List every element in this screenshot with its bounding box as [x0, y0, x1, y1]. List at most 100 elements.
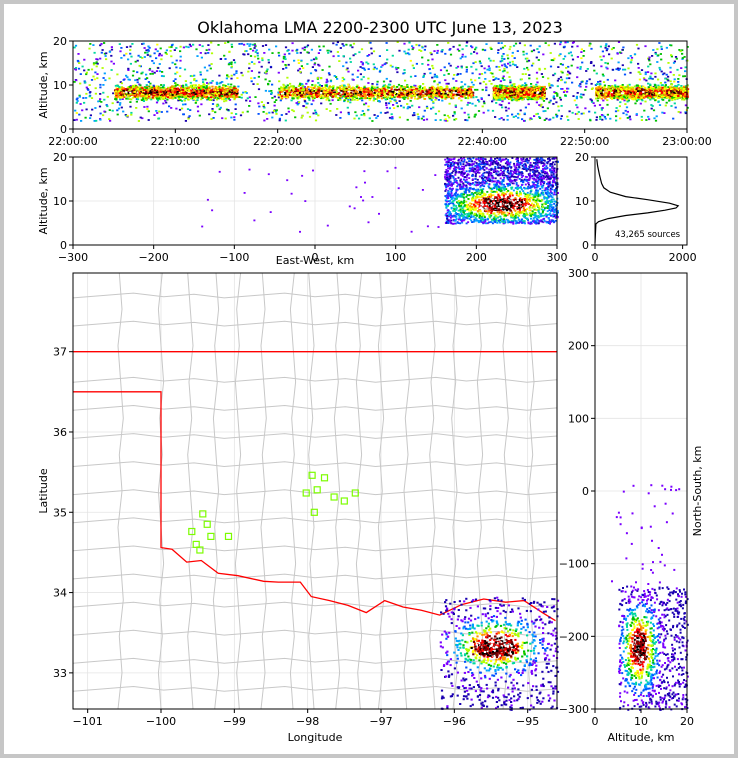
time-height-source: [95, 62, 98, 65]
time-height-source: [230, 93, 233, 96]
time-height-source: [459, 95, 462, 98]
time-height-source: [183, 96, 187, 98]
time-height-source: [433, 89, 436, 91]
time-height-source: [684, 66, 687, 69]
time-height-source: [99, 86, 102, 89]
time-height-source: [310, 59, 313, 62]
time-height-source: [120, 106, 123, 109]
time-height-source: [306, 63, 309, 65]
time-height-source: [207, 92, 210, 94]
time-height-source: [267, 61, 270, 64]
time-height-source: [370, 47, 373, 50]
time-height-source: [227, 41, 230, 44]
time-height-source: [280, 87, 283, 90]
time-height-source: [176, 84, 179, 86]
time-height-source: [509, 81, 512, 84]
time-height-source: [315, 57, 318, 60]
time-height-source: [456, 88, 459, 91]
time-height-source: [132, 91, 135, 93]
time-height-source: [148, 69, 151, 71]
time-height-source: [298, 92, 302, 94]
time-height-source: [129, 91, 132, 94]
time-height-source: [151, 60, 154, 62]
time-height-source: [449, 93, 452, 96]
time-height-source: [441, 87, 444, 90]
time-height-source: [119, 81, 122, 83]
time-height-source: [402, 72, 405, 75]
time-height-source: [356, 99, 359, 101]
time-height-source: [341, 79, 344, 82]
time-height-source: [160, 89, 163, 91]
time-height-source: [139, 87, 142, 90]
time-height-source: [143, 56, 146, 58]
time-height-source: [545, 117, 548, 120]
time-height-source: [366, 87, 369, 90]
time-height-source: [398, 94, 401, 96]
time-height-source: [331, 93, 334, 95]
time-height-source: [235, 94, 238, 97]
time-height-source: [156, 99, 160, 102]
time-height-source: [299, 95, 302, 97]
time-height-source: [629, 118, 632, 121]
time-height-source: [253, 55, 257, 58]
time-height-source: [501, 64, 504, 67]
time-height-source: [126, 88, 129, 91]
time-height-source: [171, 88, 174, 91]
time-height-source: [191, 75, 194, 77]
time-height-source: [140, 72, 143, 75]
time-height-source: [145, 49, 148, 52]
time-height-source: [669, 66, 672, 69]
time-height-source: [95, 58, 98, 60]
time-height-source: [346, 67, 349, 70]
time-height-source: [227, 94, 230, 97]
time-height-source: [497, 51, 500, 54]
time-height-source: [209, 81, 212, 84]
time-height-source: [480, 73, 484, 75]
time-height-source: [459, 57, 462, 60]
time-height-source: [248, 96, 251, 99]
time-height-source: [541, 76, 545, 78]
time-height-source: [481, 48, 484, 51]
time-height-source: [143, 47, 146, 49]
time-height-source: [296, 52, 299, 54]
time-height-source: [224, 95, 227, 98]
time-height-source: [188, 43, 191, 46]
time-height-source: [187, 116, 190, 119]
time-height-source: [137, 54, 140, 57]
time-height-source: [174, 94, 177, 96]
time-height-source: [466, 119, 469, 122]
time-height-source: [210, 52, 214, 55]
time-height-source: [146, 51, 149, 54]
time-height-source: [561, 63, 564, 66]
time-height-source: [337, 99, 340, 101]
time-height-source: [293, 93, 296, 95]
time-height-source: [288, 52, 291, 55]
time-height-source: [224, 91, 227, 94]
time-height-source: [488, 69, 491, 72]
time-height-source: [501, 46, 505, 49]
time-height-source: [288, 86, 291, 89]
time-height-source: [403, 71, 406, 74]
time-height-source: [333, 94, 336, 97]
time-height-source: [375, 98, 378, 100]
time-height-source: [544, 42, 547, 44]
time-height-source: [606, 67, 609, 70]
time-height-source: [173, 93, 176, 96]
time-height-source: [411, 114, 415, 117]
time-height-source: [396, 105, 399, 108]
time-height-source: [253, 47, 256, 49]
time-height-source: [618, 105, 621, 108]
time-height-source: [134, 87, 138, 90]
time-height-source: [273, 110, 276, 112]
time-height-source: [407, 52, 410, 55]
time-height-source: [317, 82, 320, 84]
time-height-source: [170, 46, 173, 48]
time-height-source: [456, 48, 459, 51]
time-height-source: [460, 107, 463, 110]
time-height-source: [220, 89, 223, 92]
time-height-source: [619, 101, 622, 104]
time-height-source: [94, 71, 97, 74]
time-height-source: [351, 73, 354, 76]
time-height-source: [308, 97, 311, 100]
time-height-source: [375, 90, 378, 93]
